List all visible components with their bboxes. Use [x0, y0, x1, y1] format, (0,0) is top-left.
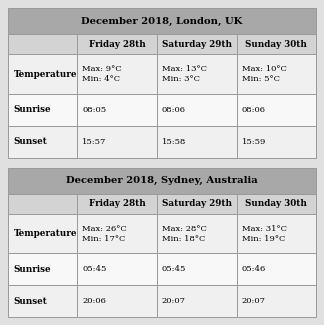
Text: Saturday 29th: Saturday 29th	[162, 199, 232, 208]
Bar	[8, 167, 316, 194]
Bar	[157, 126, 237, 158]
Text: 15:58: 15:58	[162, 137, 186, 146]
Bar	[237, 94, 316, 126]
Text: Friday 28th: Friday 28th	[89, 40, 145, 49]
Bar	[8, 285, 77, 317]
Bar	[237, 214, 316, 254]
Text: December 2018, Sydney, Australia: December 2018, Sydney, Australia	[66, 176, 258, 185]
Bar	[157, 94, 237, 126]
Text: 05:45: 05:45	[82, 265, 107, 273]
Text: Min: 4°C: Min: 4°C	[82, 75, 120, 83]
Text: Max: 10°C: Max: 10°C	[242, 65, 286, 73]
Bar	[77, 94, 157, 126]
Bar	[8, 194, 77, 214]
Text: 08:06: 08:06	[242, 106, 266, 114]
Text: 08:05: 08:05	[82, 106, 106, 114]
Bar	[237, 54, 316, 94]
Bar	[237, 34, 316, 54]
Bar	[8, 126, 77, 158]
Text: Max: 31°C: Max: 31°C	[242, 225, 287, 232]
Text: Min: 3°C: Min: 3°C	[162, 75, 200, 83]
Bar	[77, 54, 157, 94]
Text: 20:06: 20:06	[82, 297, 106, 305]
Bar	[8, 34, 77, 54]
Bar	[157, 54, 237, 94]
Text: Min: 17°C: Min: 17°C	[82, 235, 125, 243]
Text: 05:45: 05:45	[162, 265, 186, 273]
Bar	[157, 254, 237, 285]
Text: Friday 28th: Friday 28th	[89, 199, 145, 208]
Bar	[157, 285, 237, 317]
Bar	[8, 254, 77, 285]
Text: 15:57: 15:57	[82, 137, 107, 146]
Text: Temperature: Temperature	[14, 229, 77, 238]
Bar	[237, 285, 316, 317]
Text: Sunset: Sunset	[14, 297, 47, 306]
Text: Min: 18°C: Min: 18°C	[162, 235, 205, 243]
Bar	[77, 194, 157, 214]
Bar	[77, 214, 157, 254]
Bar	[77, 126, 157, 158]
Text: Max: 26°C: Max: 26°C	[82, 225, 127, 232]
Text: 08:06: 08:06	[162, 106, 186, 114]
Text: Min: 19°C: Min: 19°C	[242, 235, 285, 243]
Bar	[157, 194, 237, 214]
Text: 20:07: 20:07	[242, 297, 266, 305]
Bar	[157, 214, 237, 254]
Text: Max: 28°C: Max: 28°C	[162, 225, 206, 232]
Text: Temperature: Temperature	[14, 70, 77, 79]
Text: Sunset: Sunset	[14, 137, 47, 146]
Bar	[8, 54, 77, 94]
Text: Min: 5°C: Min: 5°C	[242, 75, 280, 83]
Text: Saturday 29th: Saturday 29th	[162, 40, 232, 49]
Bar	[77, 254, 157, 285]
Bar	[237, 194, 316, 214]
Text: Sunrise: Sunrise	[14, 105, 51, 114]
Text: 15:59: 15:59	[242, 137, 266, 146]
Bar	[77, 34, 157, 54]
Bar	[8, 214, 77, 254]
Text: December 2018, London, UK: December 2018, London, UK	[81, 17, 243, 26]
Text: Max: 9°C: Max: 9°C	[82, 65, 122, 73]
Bar	[157, 34, 237, 54]
Text: Sunday 30th: Sunday 30th	[246, 40, 307, 49]
Text: Sunday 30th: Sunday 30th	[246, 199, 307, 208]
Text: 05:46: 05:46	[242, 265, 266, 273]
Text: Sunrise: Sunrise	[14, 265, 51, 274]
Bar	[77, 285, 157, 317]
Bar	[237, 254, 316, 285]
Bar	[237, 126, 316, 158]
Text: Max: 13°C: Max: 13°C	[162, 65, 207, 73]
Bar	[8, 8, 316, 34]
Text: 20:07: 20:07	[162, 297, 186, 305]
Bar	[8, 94, 77, 126]
